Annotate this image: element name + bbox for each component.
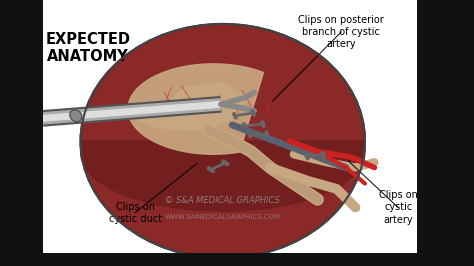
Polygon shape [137,82,246,130]
Bar [0,253,474,266]
Text: WWW.SAMEDICALGRAPHICS.COM: WWW.SAMEDICALGRAPHICS.COM [165,214,281,220]
Text: EXPECTED
ANATOMY: EXPECTED ANATOMY [45,32,130,64]
Polygon shape [128,64,264,154]
Text: Clips on
cystic
artery: Clips on cystic artery [379,190,418,225]
Text: Clips on posterior
branch of cystic
artery: Clips on posterior branch of cystic arte… [299,15,384,49]
Ellipse shape [81,24,365,258]
Polygon shape [81,141,365,211]
Ellipse shape [70,110,82,122]
Bar [0,0,43,266]
Bar [417,0,474,266]
Text: Clips on
cystic duct: Clips on cystic duct [109,202,162,224]
Text: © S&A MEDICAL GRAPHICS: © S&A MEDICAL GRAPHICS [165,196,280,205]
